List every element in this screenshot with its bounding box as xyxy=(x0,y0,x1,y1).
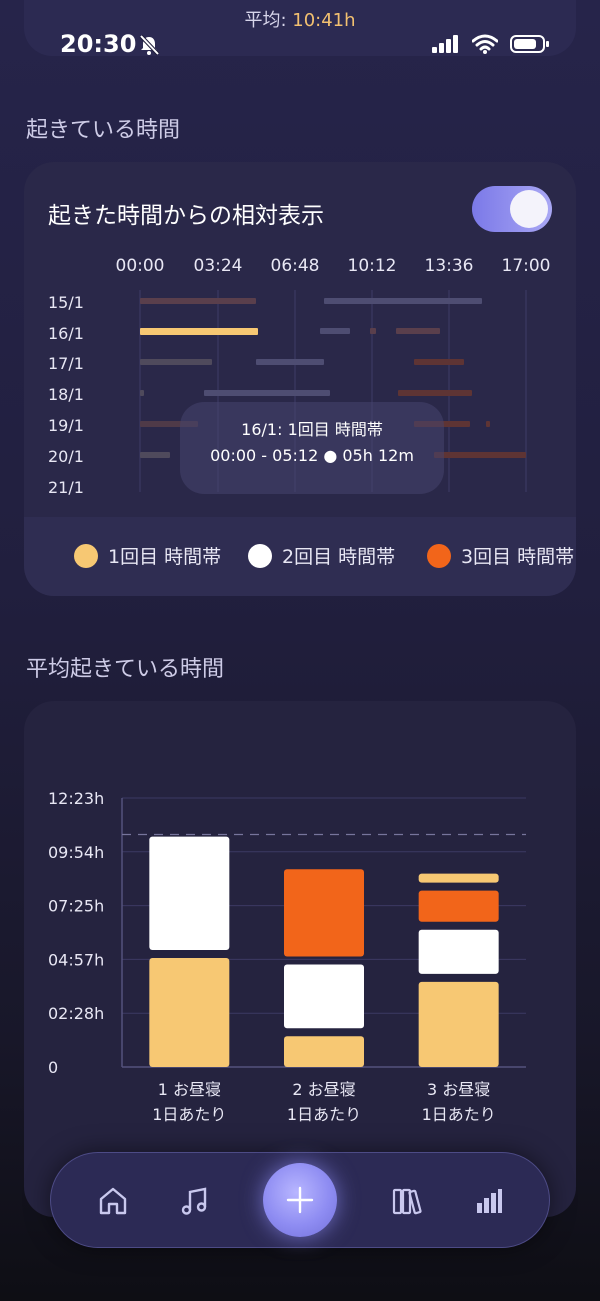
plus-icon xyxy=(286,1186,314,1214)
segment-16-1-d xyxy=(396,328,440,334)
nav-stats-button[interactable] xyxy=(467,1179,511,1223)
date-label: 20/1 xyxy=(48,447,84,466)
average-label: 平均: 10:41h xyxy=(0,6,600,32)
average-value: 10:41h xyxy=(292,10,356,31)
date-label: 17/1 xyxy=(48,354,84,373)
average-prefix: 平均: xyxy=(244,10,293,31)
y-tick-label: 07:25h xyxy=(48,897,104,916)
date-label: 15/1 xyxy=(48,293,84,312)
relative-display-toggle[interactable] xyxy=(472,186,552,232)
hour-label: 00:00 xyxy=(116,256,165,276)
date-label: 16/1 xyxy=(48,324,84,343)
bar-segment xyxy=(418,981,499,1067)
hour-label: 10:12 xyxy=(348,256,397,276)
legend-item-first: 1回目 時間帯 xyxy=(74,542,221,569)
segment-18-1-b xyxy=(204,390,330,396)
nav-library-button[interactable] xyxy=(385,1179,429,1223)
category-label: 1 お昼寝 xyxy=(158,1080,221,1099)
section-title-awake: 起きている時間 xyxy=(26,118,181,143)
y-tick-label: 0 xyxy=(48,1058,58,1077)
bar-segment xyxy=(149,958,230,1067)
y-tick-label: 04:57h xyxy=(48,950,104,969)
awake-timeline-chart: 00:00 03:24 06:48 10:12 13:36 17:00 15/1… xyxy=(48,256,551,497)
category-label: 1日あたり xyxy=(287,1105,361,1124)
hour-label: 06:48 xyxy=(271,256,320,276)
bar-segment xyxy=(284,1036,364,1067)
bar-segment xyxy=(284,964,364,1029)
date-label: 19/1 xyxy=(48,416,84,435)
segment-20-1-b xyxy=(434,452,526,458)
bell-muted-icon xyxy=(139,34,160,56)
bar-segment xyxy=(418,929,499,974)
segment-17-1-a xyxy=(140,359,212,365)
legend-label-second: 2回目 時間帯 xyxy=(282,546,396,568)
library-icon xyxy=(392,1188,422,1215)
y-tick-label: 02:28h xyxy=(48,1004,104,1023)
category-label: 1日あたり xyxy=(422,1105,496,1124)
tooltip-range: 00:00 - 05:12 ● 05h 12m xyxy=(210,446,414,465)
segment-15-1-b xyxy=(324,298,482,304)
category-label: 2 お昼寝 xyxy=(292,1080,355,1099)
battery-icon xyxy=(510,35,549,53)
bottom-nav xyxy=(50,1152,550,1248)
segment-17-1-b xyxy=(256,359,324,365)
hour-label: 17:00 xyxy=(502,256,551,276)
bar-segment xyxy=(418,890,499,922)
legend-item-second: 2回目 時間帯 xyxy=(248,542,395,569)
bar-segment xyxy=(149,836,230,951)
legend-strip xyxy=(24,517,576,596)
status-time: 20:30 xyxy=(60,30,137,58)
bar-segment xyxy=(284,869,364,957)
toggle-knob xyxy=(510,190,548,228)
segment-18-1-a xyxy=(140,390,144,396)
status-icons xyxy=(432,34,550,54)
home-icon xyxy=(99,1187,127,1215)
segment-tooltip: 16/1: 1回目 時間帯 00:00 - 05:12 ● 05h 12m xyxy=(180,402,444,494)
nav-home-button[interactable] xyxy=(91,1179,135,1223)
date-labels: 15/1 16/1 17/1 18/1 19/1 20/1 21/1 xyxy=(48,293,84,497)
category-label: 3 お昼寝 xyxy=(427,1080,490,1099)
legend-label-first: 1回目 時間帯 xyxy=(108,546,222,568)
segment-19-1-c xyxy=(486,421,490,427)
category-label: 1日あたり xyxy=(152,1105,226,1124)
wifi-icon xyxy=(472,34,498,54)
hour-labels: 00:00 03:24 06:48 10:12 13:36 17:00 xyxy=(116,256,551,276)
segment-16-1-c xyxy=(370,328,376,334)
legend-dot-third xyxy=(427,543,451,568)
date-label: 18/1 xyxy=(48,385,84,404)
nav-music-button[interactable] xyxy=(173,1179,217,1223)
timeline-card-title: 起きた時間からの相対表示 xyxy=(48,203,324,229)
segment-15-1-a xyxy=(140,298,256,304)
legend-item-third: 3回目 時間帯 xyxy=(427,542,574,569)
segment-17-1-c xyxy=(414,359,464,365)
hour-label: 03:24 xyxy=(194,256,243,276)
date-label: 21/1 xyxy=(48,478,84,497)
y-tick-label: 12:23h xyxy=(48,789,104,808)
signal-icon xyxy=(432,35,458,53)
awake-timeline-card: 起きた時間からの相対表示 00:00 03:24 06:48 10:12 13:… xyxy=(24,162,576,596)
segment-20-1-a xyxy=(140,452,170,458)
music-icon xyxy=(181,1187,207,1215)
add-button[interactable] xyxy=(263,1163,337,1237)
segment-16-1-a[interactable] xyxy=(140,328,258,335)
average-awake-card: 0 02:28h 04:57h 07:25h 09:54h 12:23h 1 お昼寝 1日あた… xyxy=(24,701,576,1217)
stats-icon xyxy=(477,1189,502,1213)
bar-segment xyxy=(418,873,499,883)
tooltip-title: 16/1: 1回目 時間帯 xyxy=(241,420,383,439)
legend-dot-first xyxy=(74,543,98,568)
y-tick-label: 09:54h xyxy=(48,843,104,862)
hour-label: 13:36 xyxy=(425,256,474,276)
legend-label-third: 3回目 時間帯 xyxy=(461,546,575,568)
legend-dot-second xyxy=(248,543,272,568)
average-awake-chart: 0 02:28h 04:57h 07:25h 09:54h 12:23h 1 お昼寝 1日あた… xyxy=(48,789,526,1124)
section-title-average: 平均起きている時間 xyxy=(26,657,225,682)
segment-18-1-c xyxy=(398,390,472,396)
segment-16-1-b xyxy=(320,328,350,334)
